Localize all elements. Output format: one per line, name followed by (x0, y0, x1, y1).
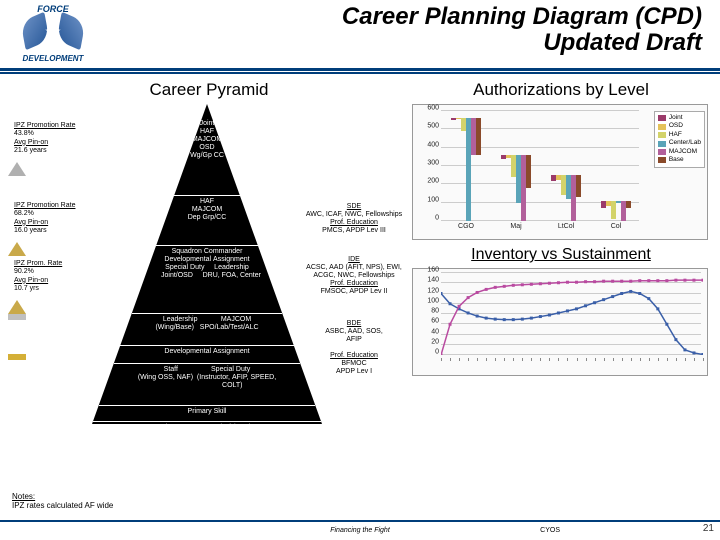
chart1-ytick: 200 (427, 178, 439, 185)
slide-title-line2: Updated Draft (98, 30, 702, 56)
promotion-stat-1: IPZ Promotion Rate68.2%Avg Pin-on16.0 ye… (14, 202, 75, 236)
chart1-ytick: 100 (427, 196, 439, 203)
rank-bar-icon (8, 314, 26, 320)
rank-insignia-icon (8, 300, 26, 314)
pyramid-tier-6: Primary Skill (109, 408, 305, 416)
inventory-title: Inventory vs Sustainment (412, 246, 710, 264)
promotion-stat-0: IPZ Promotion Rate43.8%Avg Pin-on21.6 ye… (14, 122, 75, 156)
pyramid-tier-2: Squadron CommanderDevelopmental Assignme… (161, 248, 253, 280)
chart1-ytick: 500 (427, 123, 439, 130)
chart2-ytick: 140 (427, 277, 439, 284)
legend-item: Base (658, 156, 701, 164)
authorizations-title: Authorizations by Level (412, 80, 710, 100)
chart1-ytick: 400 (427, 141, 439, 148)
chart2-ytick: 100 (427, 297, 439, 304)
chart1-xtick: Col (611, 223, 622, 230)
education-label-1: IDEACSC, AAD (AFIT, NPS), EWI,ACGC, NWC,… (300, 256, 408, 296)
career-pyramid: IPZ Promotion Rate43.8%Avg Pin-on21.6 ye… (10, 104, 408, 452)
rank-insignia-icon (8, 162, 26, 176)
pyramid-divider (174, 195, 239, 196)
chart2-ytick: 120 (427, 287, 439, 294)
legend-item: OSD (658, 122, 701, 130)
authorizations-chart: 0 100 200 300 400 500 600 CGO Maj LtCol Col JointO… (412, 104, 708, 240)
pyramid-tier-4: Developmental Assignment (135, 348, 279, 356)
pyramid-divider (99, 405, 315, 406)
chart1-ytick: 600 (427, 105, 439, 112)
chart2-ytick: 80 (431, 308, 439, 315)
pyramid-tier-7: FSO/FMA SPO/Lab/Test/ALC (96, 424, 318, 432)
authorizations-legend: JointOSDHAFCenter/LabMAJCOMBase (654, 111, 705, 168)
pyramid-divider (156, 245, 257, 246)
legend-item: MAJCOM (658, 148, 701, 156)
education-label-0: SDEAWC, ICAF, NWC, FellowshipsProf. Educ… (300, 203, 408, 235)
pyramid-tier-3: Leadership MAJCOM(Wing/Base) SPO/Lab/Tes… (148, 316, 266, 332)
notes: Notes: IPZ rates calculated AF wide (12, 492, 113, 510)
footer-cyos: CYOS (540, 527, 560, 534)
slide-number: 21 (703, 523, 714, 534)
pyramid-tier-5: Staff Special Duty(Wing OSS, NAF) (Instr… (122, 366, 292, 390)
chart2-ytick: 60 (431, 318, 439, 325)
notes-line: IPZ rates calculated AF wide (12, 501, 113, 510)
legend-item: Center/Lab (658, 139, 701, 147)
pyramid-tier-1: HAFMAJCOMDep Grp/CC (174, 198, 240, 222)
chart2-ytick: 0 (435, 349, 439, 356)
af-logo: FORCE DEVELOPMENT (8, 4, 98, 66)
promotion-stat-2: IPZ Prom. Rate90.2%Avg Pin-on10.7 yrs (14, 260, 62, 294)
pyramid-tier-0: JointHAFMAJCOMOSDWg/Gp CC (187, 120, 227, 160)
rank-bar-icon (8, 354, 26, 360)
legend-item: Joint (658, 114, 701, 122)
pyramid-divider (114, 363, 300, 364)
legend-item: HAF (658, 131, 701, 139)
chart2-ytick: 40 (431, 328, 439, 335)
pyramid-divider (93, 421, 321, 422)
logo-text-bottom: DEVELOPMENT (8, 54, 98, 63)
chart1-xtick: LtCol (558, 223, 574, 230)
chart2-line-inventory (441, 291, 703, 354)
logo-text-top: FORCE (8, 4, 98, 14)
chart1-xtick: CGO (458, 223, 474, 230)
notes-heading: Notes: (12, 492, 35, 501)
footer-motto: Financing the Fight (330, 527, 390, 534)
chart2-ytick: 20 (431, 338, 439, 345)
chart1-xtick: Maj (510, 223, 521, 230)
chart1-ytick: 300 (427, 160, 439, 167)
slide-title-line1: Career Planning Diagram (CPD) (98, 4, 702, 30)
pyramid-divider (132, 313, 282, 314)
chart1-ytick: 0 (435, 215, 439, 222)
chart2-ytick: 160 (427, 267, 439, 274)
education-label-2: BDEASBC, AAD, SOS,AFIPProf. EducationBFM… (300, 320, 408, 376)
pyramid-divider (120, 345, 293, 346)
inventory-chart: 0 20 40 60 80 100 120 140 160 (412, 268, 708, 376)
career-pyramid-title: Career Pyramid (10, 80, 408, 100)
rank-insignia-icon (8, 242, 26, 256)
